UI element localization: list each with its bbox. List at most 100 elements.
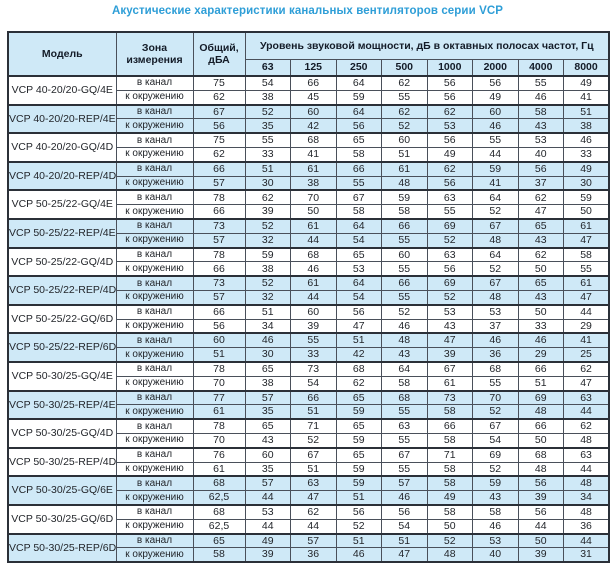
spl-value-cell: 52 — [472, 404, 519, 420]
spl-value-cell: 58 — [381, 375, 428, 392]
spl-value-cell: 35 — [244, 461, 291, 477]
spl-value-cell: 59 — [244, 246, 291, 263]
spl-value-cell: 64 — [335, 103, 382, 120]
spl-value-cell: 33 — [244, 146, 291, 163]
spl-value-cell: 60 — [290, 303, 337, 320]
zone-cell: к окружению — [115, 518, 194, 535]
spl-value-cell: 51 — [290, 461, 337, 477]
spl-value-cell: 39 — [517, 490, 564, 506]
spl-value-cell: 47 — [426, 332, 473, 349]
freq-header-8000: 8000 — [563, 58, 610, 77]
model-cell: VCP 40-20/20-GQ/4D — [7, 132, 117, 163]
table-row: VCP 50-30/25-GQ/6E в канал 68 57 63 59 57 58 59 5… — [7, 475, 610, 506]
spl-value-cell: 56 — [517, 475, 564, 492]
spl-value-cell: 50 — [517, 261, 564, 277]
zone-cell: к окружению — [115, 347, 194, 363]
spl-value-cell: 50 — [426, 518, 473, 535]
spl-value-cell: 53 — [426, 303, 473, 320]
spl-value-cell: 55 — [381, 289, 428, 306]
model-cell: VCP 50-30/25-GQ/6D — [7, 503, 117, 534]
spl-value-cell: 62 — [563, 418, 610, 434]
table-row: к окружению 57 32 44 54 55 52 48 43 47 — [8, 232, 610, 249]
spl-value-cell: 33 — [290, 347, 337, 363]
zone-cell: в канал — [115, 503, 194, 520]
spl-value-cell: 71 — [290, 418, 337, 434]
spl-value-cell: 69 — [517, 389, 564, 406]
spl-value-cell: 58 — [426, 404, 473, 420]
spl-value-cell: 46 — [335, 547, 382, 563]
total-dba-cell: 66 — [192, 303, 246, 320]
spl-value-cell: 47 — [517, 204, 564, 220]
spl-value-cell: 50 — [517, 432, 564, 449]
table-row: VCP 40-20/20-GQ/4E в канал 75 54 66 64 62 56 56 5… — [7, 74, 610, 106]
spl-value-cell: 58 — [517, 103, 564, 120]
spl-value-cell: 56 — [517, 503, 564, 520]
spl-value-cell: 51 — [563, 103, 610, 120]
table-row: к окружению 57 30 38 55 48 56 41 37 30 — [8, 175, 610, 191]
spl-value-cell: 50 — [517, 532, 564, 549]
spl-value-cell: 56 — [335, 118, 382, 134]
freq-header-500: 500 — [381, 58, 428, 77]
spl-value-cell: 65 — [244, 360, 291, 377]
zone-cell: в канал — [115, 475, 194, 492]
model-cell: VCP 50-25/22-REP/6D — [7, 332, 117, 363]
total-dba-cell: 58 — [192, 547, 246, 563]
spl-value-cell: 38 — [563, 118, 610, 134]
table-row: VCP 40-20/20-REP/4E в канал 67 52 60 64 62 62 60… — [7, 103, 610, 134]
spl-value-cell: 54 — [290, 375, 337, 392]
spl-value-cell: 60 — [244, 446, 291, 463]
zone-cell: к окружению — [115, 89, 194, 106]
spl-value-cell: 51 — [381, 532, 428, 549]
spl-value-cell: 63 — [381, 418, 428, 434]
spl-value-cell: 54 — [335, 289, 382, 306]
spl-value-cell: 55 — [472, 132, 519, 148]
spl-value-cell: 65 — [335, 418, 382, 434]
spl-value-cell: 61 — [290, 160, 337, 177]
spl-value-cell: 58 — [426, 461, 473, 477]
table-row: VCP 40-20/20-GQ/4D в канал 75 55 68 65 60 56 55 5… — [7, 132, 610, 163]
spl-value-cell: 39 — [244, 547, 291, 563]
spl-value-cell: 44 — [563, 461, 610, 477]
table-row: к окружению 70 38 54 62 58 61 55 51 47 — [8, 375, 610, 392]
spl-value-cell: 38 — [244, 89, 291, 106]
table-row: VCP 50-30/25-GQ/4E в канал 78 65 73 68 64 67 68 6… — [7, 360, 610, 392]
spl-value-cell: 58 — [563, 246, 610, 263]
table-row: VCP 50-25/22-REP/4E в канал 73 52 61 64 66 69 67… — [7, 217, 610, 249]
table-header: Модель Зона измерения Общий, дБА Уровень… — [7, 31, 610, 77]
spl-value-cell: 43 — [517, 289, 564, 306]
spl-value-cell: 58 — [335, 146, 382, 163]
table-row: VCP 50-30/25-REP/4D в канал 76 60 67 65 67 71 69… — [7, 446, 610, 477]
spl-value-cell: 68 — [381, 389, 428, 406]
spl-value-cell: 45 — [290, 89, 337, 106]
spl-value-cell: 66 — [290, 74, 337, 91]
total-dba-cell: 65 — [192, 532, 246, 549]
table-row: к окружению 58 39 36 46 47 48 40 39 31 — [8, 547, 610, 563]
spl-value-cell: 68 — [517, 446, 564, 463]
spl-value-cell: 55 — [381, 232, 428, 249]
spl-value-cell: 38 — [290, 175, 337, 191]
spl-value-cell: 68 — [290, 246, 337, 263]
spl-value-cell: 49 — [472, 89, 519, 106]
spl-value-cell: 68 — [290, 132, 337, 148]
table-row: к окружению 70 43 52 59 55 58 54 50 48 — [8, 432, 610, 449]
spl-value-cell: 61 — [290, 275, 337, 291]
spl-value-cell: 48 — [472, 232, 519, 249]
spl-value-cell: 65 — [335, 246, 382, 263]
zone-cell: в канал — [115, 189, 194, 206]
spl-value-cell: 48 — [563, 475, 610, 492]
table-row: VCP 50-25/22-GQ/4D в канал 78 59 68 65 60 63 64 6… — [7, 246, 610, 277]
spl-value-cell: 62 — [517, 246, 564, 263]
total-dba-cell: 73 — [192, 275, 246, 291]
spl-value-cell: 48 — [563, 432, 610, 449]
spl-value-cell: 62 — [335, 375, 382, 392]
spl-value-cell: 47 — [563, 375, 610, 392]
total-dba-cell: 78 — [192, 418, 246, 434]
spl-value-cell: 59 — [335, 475, 382, 492]
spl-value-cell: 33 — [563, 146, 610, 163]
table-row: VCP 40-20/20-REP/4D в канал 66 51 61 66 61 62 59… — [7, 160, 610, 191]
zone-cell: к окружению — [115, 175, 194, 191]
spl-value-cell: 56 — [517, 160, 564, 177]
spl-value-cell: 52 — [335, 518, 382, 535]
spl-value-cell: 41 — [563, 332, 610, 349]
spl-value-cell: 68 — [472, 360, 519, 377]
